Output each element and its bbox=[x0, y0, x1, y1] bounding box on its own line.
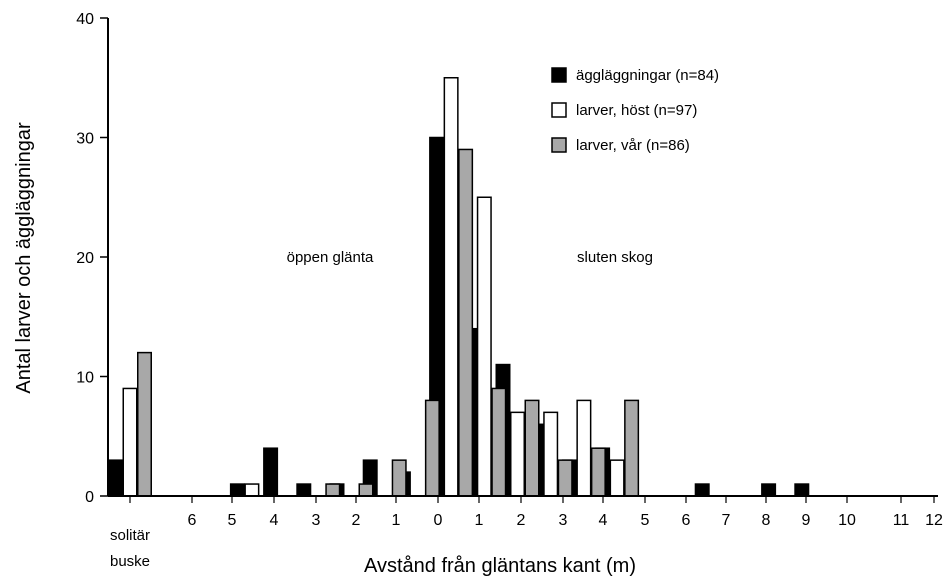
bar-series1-3 bbox=[476, 196, 492, 497]
bar-series1-6 bbox=[576, 399, 592, 497]
bar-series0-3 bbox=[296, 483, 312, 497]
x-tick-label-8: 2 bbox=[517, 512, 526, 529]
bar-series2-4 bbox=[424, 399, 440, 497]
y-tick-label-2: 20 bbox=[76, 250, 94, 267]
bar-series1-7 bbox=[609, 459, 625, 497]
legend-swatch-larvae-spring bbox=[551, 137, 567, 153]
x-tick-label-1: 5 bbox=[228, 512, 237, 529]
bar-series2-5 bbox=[458, 148, 474, 497]
bar-series0-13 bbox=[694, 483, 710, 497]
x-tick-label-0: 6 bbox=[188, 512, 197, 529]
legend-label-larvae-autumn: larver, höst (n=97) bbox=[576, 102, 697, 119]
legend: äggläggningar (n=84) larver, höst (n=97)… bbox=[551, 67, 719, 154]
y-axis-title: Antal larver och äggläggningar bbox=[13, 122, 35, 394]
x-tick-label-17: 11 bbox=[893, 512, 910, 529]
x-tick-label-15: 9 bbox=[802, 512, 811, 529]
x-tick-label-16: 10 bbox=[838, 512, 856, 529]
bar-series2-3 bbox=[391, 459, 407, 497]
bar-series0-1 bbox=[229, 483, 245, 497]
bar-series2-2 bbox=[358, 483, 374, 497]
legend-swatch-larvae-autumn bbox=[551, 102, 567, 118]
x-tick-label-13: 7 bbox=[722, 512, 731, 529]
bar-series0-0 bbox=[108, 459, 123, 497]
x-tick-label-14: 8 bbox=[762, 512, 771, 529]
y-tick-label-4: 40 bbox=[76, 11, 94, 28]
bar-series0-15 bbox=[794, 483, 810, 497]
x-tick-label-11: 5 bbox=[641, 512, 650, 529]
legend-label-larvae-spring: larver, vår (n=86) bbox=[576, 137, 690, 154]
annotation-open-glade: öppen glänta bbox=[287, 249, 374, 266]
bar-series1-2 bbox=[443, 77, 459, 497]
bar-series2-9 bbox=[590, 447, 606, 497]
legend-label-egg-laying: äggläggningar (n=84) bbox=[576, 67, 719, 84]
bar-series2-6 bbox=[491, 387, 507, 497]
y-tick-label-3: 30 bbox=[76, 131, 94, 148]
category-label-line1: solitär bbox=[110, 527, 150, 544]
x-tick-label-9: 3 bbox=[559, 512, 568, 529]
x-tick-label-4: 2 bbox=[352, 512, 361, 529]
x-tick-label-6: 0 bbox=[434, 512, 443, 529]
annotation-closed-forest: sluten skog bbox=[577, 249, 653, 266]
bar-series0-2 bbox=[263, 447, 279, 497]
bar-series2-1 bbox=[325, 483, 341, 497]
x-tick-label-12: 6 bbox=[682, 512, 691, 529]
bar-series2-10 bbox=[624, 399, 640, 497]
bar-series2-7 bbox=[524, 399, 540, 497]
x-axis-title: Avstånd från gläntans kant (m) bbox=[364, 555, 636, 577]
category-label-line2: buske bbox=[110, 553, 150, 570]
y-tick-label-0: 0 bbox=[85, 489, 94, 506]
x-tick-label-18: 12 bbox=[925, 512, 943, 529]
x-tick-label-3: 3 bbox=[312, 512, 321, 529]
bar-series1-5 bbox=[543, 411, 559, 497]
bar-series2-0 bbox=[137, 351, 152, 497]
bar-series2-8 bbox=[557, 459, 573, 497]
x-tick-label-2: 4 bbox=[270, 512, 279, 529]
x-tick-label-5: 1 bbox=[392, 512, 401, 529]
x-tick-label-7: 1 bbox=[475, 512, 484, 529]
y-tick-label-1: 10 bbox=[76, 370, 94, 387]
bar-series1-0 bbox=[122, 387, 138, 497]
x-tick-label-10: 4 bbox=[599, 512, 608, 529]
bar-series0-14 bbox=[761, 483, 777, 497]
bar-series1-1 bbox=[244, 483, 260, 497]
bar-series1-4 bbox=[510, 411, 525, 497]
legend-swatch-egg-laying bbox=[551, 67, 567, 83]
